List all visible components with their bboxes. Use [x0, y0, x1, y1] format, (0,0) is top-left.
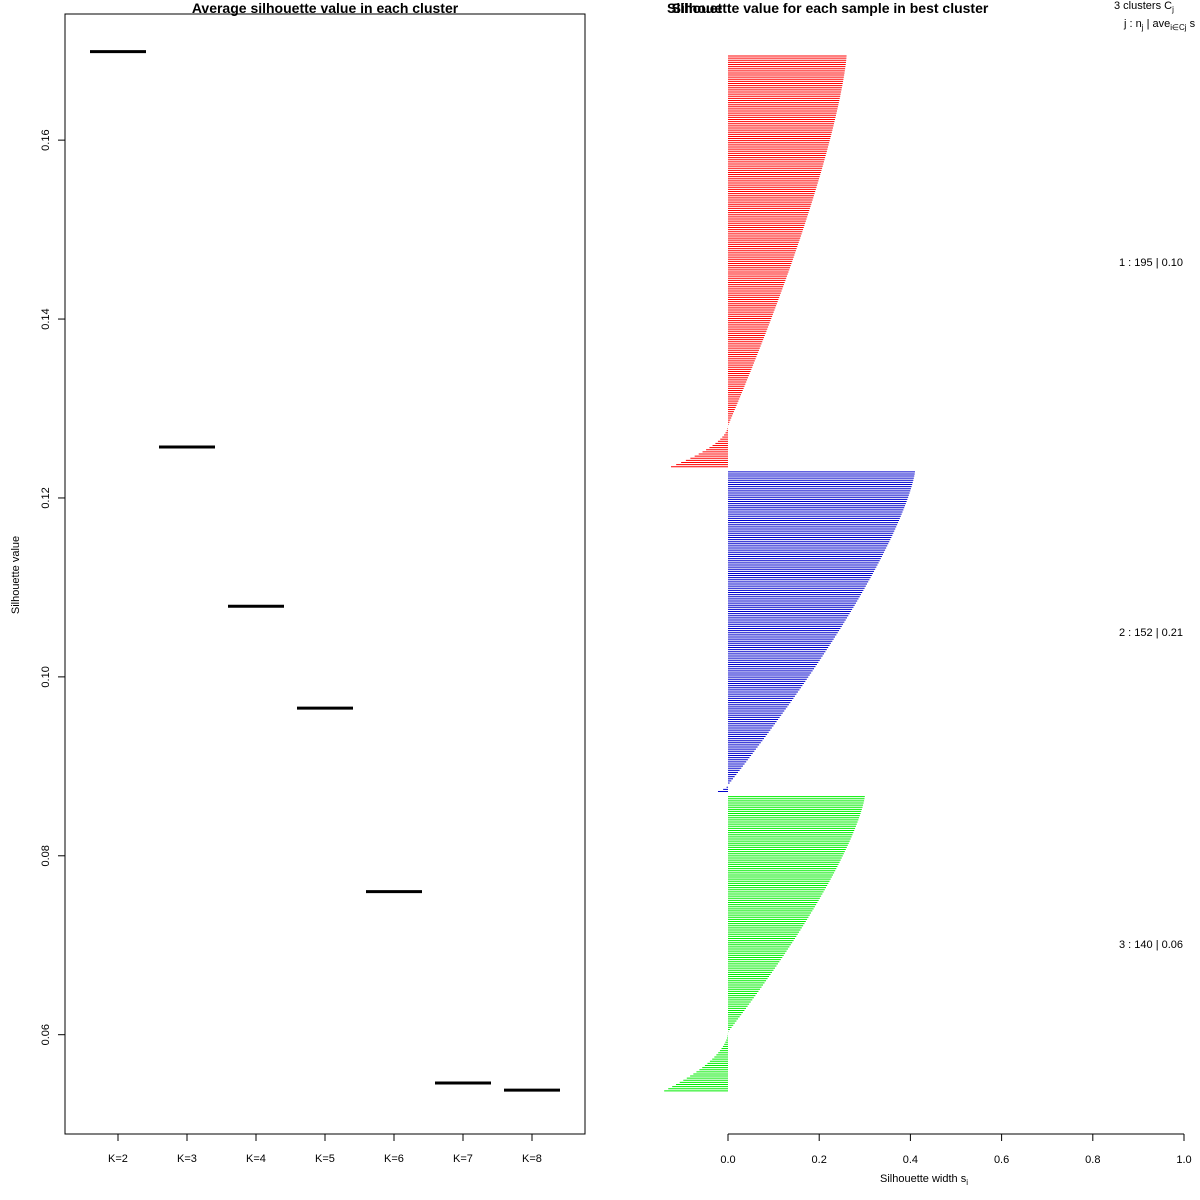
left-y-tick-label: 0.10 — [40, 666, 52, 687]
left-panel: Average silhouette value in each cluster… — [10, 0, 586, 1165]
right-x-tick-label: 1.0 — [1176, 1154, 1191, 1166]
right-x-axis-label-main: Silhouette width s — [880, 1173, 967, 1185]
right-x-axis-label: Silhouette width si — [880, 1173, 968, 1187]
left-y-axis: 0.06 0.08 0.10 0.12 0.14 0.16 — [40, 129, 66, 1045]
legend-header-clusters: 3 clusters C — [1114, 0, 1172, 12]
right-x-axis-label-sub: i — [966, 1178, 968, 1187]
legend-header-line1: 3 clusters Cj — [1114, 0, 1174, 14]
left-x-tick-label: K=4 — [246, 1153, 266, 1165]
legend-header-ave: | ave — [1144, 18, 1171, 30]
right-overlap-title: Silhouet — [667, 0, 723, 16]
left-x-tick-label: K=7 — [453, 1153, 473, 1165]
left-marks — [90, 50, 560, 1092]
left-plot-frame — [64, 13, 586, 1135]
left-y-tick-label: 0.12 — [40, 487, 52, 508]
left-x-axis: K=2 K=3 K=4 K=5 K=6 K=7 K=8 — [108, 1133, 542, 1165]
legend-header-s: s — [1187, 18, 1196, 30]
legend-header-nj-sub: j — [1141, 23, 1144, 32]
right-x-tick-label: 0.6 — [994, 1154, 1009, 1166]
right-x-tick-label: 0.2 — [812, 1154, 827, 1166]
left-y-axis-label: Silhouette value — [10, 536, 22, 614]
left-x-tick-label: K=2 — [108, 1153, 128, 1165]
legend-header-j-n: j : n — [1123, 18, 1142, 30]
left-y-tick-label: 0.16 — [40, 129, 52, 150]
right-x-axis: 0.0 0.2 0.4 0.6 0.8 1.0 — [720, 1133, 1192, 1166]
right-chart-title: Silhouette value for each sample in best… — [672, 0, 989, 16]
left-x-tick-label: K=8 — [522, 1153, 542, 1165]
right-panel: Silhouet Silhouette value for each sampl… — [664, 0, 1196, 1187]
left-y-tick-label: 0.14 — [40, 308, 52, 329]
left-chart-title: Average silhouette value in each cluster — [192, 0, 459, 16]
cluster-2-label: 2 : 152 | 0.21 — [1119, 627, 1183, 639]
right-bars — [664, 55, 915, 1092]
left-y-tick-label: 0.08 — [40, 845, 52, 866]
right-x-tick-label: 0.4 — [903, 1154, 918, 1166]
legend-header-line2: j : nj | avei∈Cj s — [1123, 18, 1196, 32]
left-x-tick-label: K=6 — [384, 1153, 404, 1165]
cluster-3-label: 3 : 140 | 0.06 — [1119, 939, 1183, 951]
legend-header-cj-sub: j — [1171, 5, 1174, 14]
left-x-tick-label: K=3 — [177, 1153, 197, 1165]
right-x-tick-label: 0.8 — [1085, 1154, 1100, 1166]
right-x-tick-label: 0.0 — [720, 1154, 735, 1166]
cluster-1-label: 1 : 195 | 0.10 — [1119, 257, 1183, 269]
left-y-tick-label: 0.06 — [40, 1024, 52, 1045]
left-x-tick-label: K=5 — [315, 1153, 335, 1165]
legend-header-ave-sub: i∈Cj — [1170, 23, 1187, 32]
